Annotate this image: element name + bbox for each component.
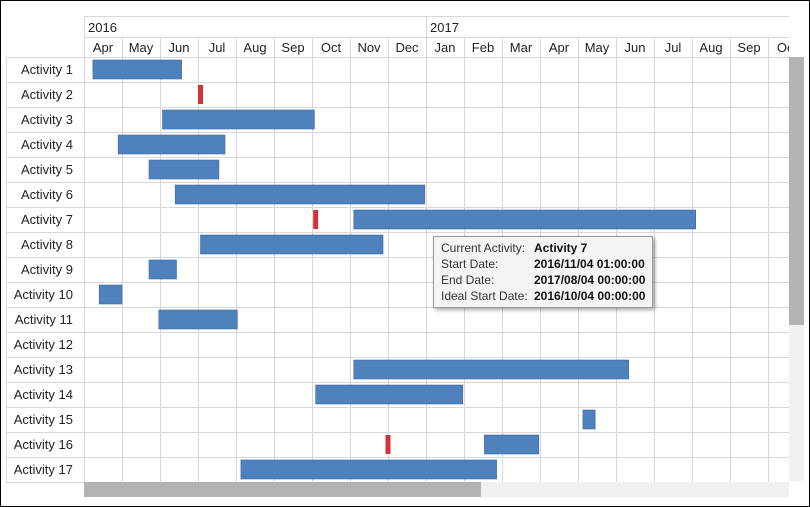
row-label: Activity 10 (14, 287, 73, 302)
task-bar[interactable] (117, 134, 226, 155)
tooltip-start-date-label: Start Date: (441, 257, 499, 271)
task-bars[interactable] (92, 59, 696, 480)
task-bar[interactable] (148, 159, 220, 180)
row-label: Activity 4 (21, 137, 73, 152)
month-label: Sep (737, 40, 760, 55)
month-label: Jan (435, 40, 456, 55)
month-label: Mar (510, 40, 533, 55)
tooltip-end-date-label: End Date: (441, 273, 495, 287)
timeline-header: Apr May Jun Jul Aug Sep Oct Nov Dec Jan Feb Mar Apr M… (88, 20, 798, 55)
tooltip-current-activity-value: Activity 7 (534, 241, 588, 255)
month-label: May (129, 40, 154, 55)
row-label: Activity 1 (21, 62, 73, 77)
horizontal-scroll-thumb[interactable] (84, 482, 481, 497)
row-label: Activity 14 (14, 387, 73, 402)
month-label: May (585, 40, 610, 55)
month-label: Sep (281, 40, 304, 55)
month-label: Aug (699, 40, 722, 55)
month-label: Oct (321, 40, 342, 55)
task-bar[interactable] (315, 384, 464, 405)
month-label: Oct (777, 40, 798, 55)
tooltip-start-date-value: 2016/11/04 01:00:00 (534, 257, 645, 271)
activity-tooltip: Current Activity: Activity 7 Start Date:… (433, 236, 653, 308)
row-label: Activity 13 (14, 362, 73, 377)
month-label: Nov (357, 40, 381, 55)
row-label: Activity 11 (15, 312, 73, 327)
task-bar[interactable] (240, 459, 497, 480)
tooltip-end-date-value: 2017/08/04 00:00:00 (534, 273, 646, 287)
tooltip-ideal-start-label: Ideal Start Date: (441, 289, 528, 303)
row-labels: Activity 1 Activity 2 Activity 3 Activity 4… (14, 62, 73, 477)
month-label: Feb (472, 40, 494, 55)
row-label: Activity 2 (21, 87, 73, 102)
row-label: Activity 5 (21, 162, 73, 177)
task-bar[interactable] (158, 309, 238, 330)
tooltip-current-activity-label: Current Activity: (441, 241, 526, 255)
row-label: Activity 6 (21, 187, 73, 202)
task-bar[interactable] (174, 184, 426, 205)
vertical-scroll-thumb[interactable] (789, 57, 804, 325)
task-bar[interactable] (162, 109, 315, 130)
month-label: Jun (625, 40, 646, 55)
row-label: Activity 17 (14, 462, 73, 477)
row-label: Activity 7 (21, 212, 73, 227)
ideal-start-marker[interactable] (385, 435, 391, 454)
row-label: Activity 15 (14, 412, 73, 427)
task-bar[interactable] (353, 359, 629, 380)
task-bar[interactable] (484, 434, 540, 455)
month-label: Aug (243, 40, 266, 55)
tooltip-ideal-start-value: 2016/10/04 00:00:00 (534, 289, 646, 303)
task-bar[interactable] (200, 234, 384, 255)
year-label: 2016 (88, 20, 117, 35)
month-label: Jul (209, 40, 226, 55)
row-label: Activity 12 (14, 337, 73, 352)
row-label: Activity 8 (21, 237, 73, 252)
ideal-start-marker[interactable] (313, 210, 319, 229)
task-bar[interactable] (98, 284, 123, 305)
month-label: Jul (665, 40, 682, 55)
month-label: Dec (395, 40, 419, 55)
year-label: 2017 (430, 20, 459, 35)
task-bar[interactable] (92, 59, 182, 80)
month-label: Apr (93, 40, 114, 55)
month-label: Jun (169, 40, 190, 55)
task-bar[interactable] (353, 209, 696, 230)
ideal-start-marker[interactable] (198, 85, 203, 104)
task-bar[interactable] (148, 259, 177, 280)
row-label: Activity 3 (21, 112, 73, 127)
task-bar[interactable] (582, 409, 596, 430)
row-label: Activity 9 (21, 262, 73, 277)
month-label: Apr (549, 40, 570, 55)
row-label: Activity 16 (14, 437, 73, 452)
